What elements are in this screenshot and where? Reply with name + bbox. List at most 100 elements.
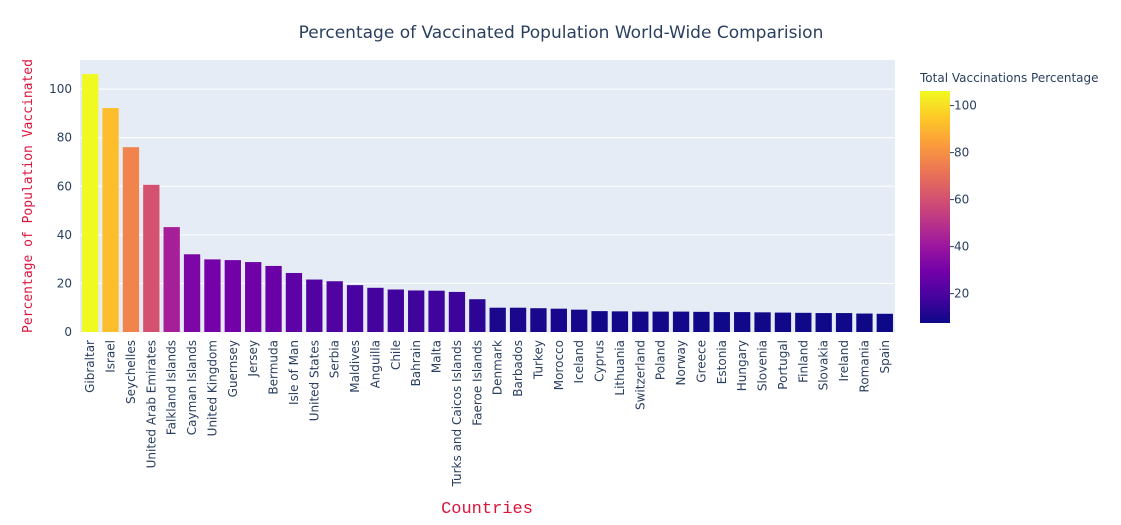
bar[interactable] [102, 108, 119, 332]
x-tick-label: Barbados [511, 340, 525, 397]
bar[interactable] [652, 311, 669, 332]
y-tick-label: 100 [49, 82, 72, 96]
x-tick-label: Slovenia [756, 340, 770, 391]
bar[interactable] [346, 285, 364, 332]
x-tick-label: Morocco [552, 340, 566, 390]
bar[interactable] [876, 313, 893, 332]
bar[interactable] [387, 289, 404, 333]
x-tick-label: Norway [674, 340, 688, 386]
bar[interactable] [285, 272, 303, 332]
bar[interactable] [815, 313, 832, 332]
bar[interactable] [143, 184, 160, 332]
x-tick-label: Lithuania [613, 340, 627, 396]
bar[interactable] [835, 313, 853, 332]
chart-title: Percentage of Vaccinated Population Worl… [299, 23, 824, 43]
bar[interactable] [306, 279, 323, 332]
x-tick-label: Maldives [348, 340, 362, 393]
bar[interactable] [428, 290, 445, 332]
x-tick-label: Romania [857, 340, 871, 392]
bar[interactable] [591, 311, 608, 332]
plot-background [80, 60, 895, 332]
x-tick-label: Bahrain [409, 340, 423, 386]
bar[interactable] [550, 308, 567, 332]
bar[interactable] [774, 312, 792, 332]
y-tick-label: 0 [64, 325, 72, 339]
bar[interactable] [632, 311, 649, 332]
x-tick-label: Poland [654, 340, 668, 380]
bar[interactable] [734, 312, 751, 332]
y-axis-ticks: 0 20 40 60 80 100 [49, 82, 72, 339]
colorbar-tick-label: 40 [954, 240, 969, 254]
bar[interactable] [183, 254, 201, 332]
x-tick-label: Guernsey [226, 340, 240, 397]
bar[interactable] [754, 312, 771, 332]
x-tick-label: Portugal [776, 340, 790, 390]
x-tick-label: Anguilla [368, 340, 382, 388]
bar[interactable] [571, 309, 588, 332]
x-tick-label: Iceland [572, 340, 586, 383]
bar[interactable] [122, 147, 140, 332]
x-tick-label: Faeroe Islands [470, 340, 484, 426]
x-axis-label: Countries [441, 500, 533, 519]
y-tick-label: 20 [57, 276, 72, 290]
colorbar-tick-label: 20 [954, 287, 969, 301]
x-axis-ticks: Gibraltar Israel Seychelles United Arab Emi… [83, 340, 892, 488]
colorbar-tick-label: 80 [954, 146, 969, 160]
x-tick-label: Chile [389, 340, 403, 370]
bar[interactable] [795, 312, 812, 332]
x-tick-label: Falkland Islands [165, 340, 179, 435]
x-tick-label: Denmark [491, 340, 505, 395]
x-tick-label: Gibraltar [83, 340, 97, 393]
bar[interactable] [408, 290, 425, 332]
x-tick-label: United States [307, 340, 321, 421]
x-tick-label: Ireland [837, 340, 851, 382]
x-tick-label: Turkey [531, 340, 545, 380]
bar[interactable] [693, 311, 710, 332]
x-tick-label: Seychelles [124, 340, 138, 404]
y-tick-label: 60 [57, 179, 72, 193]
colorbar-tick-label: 60 [954, 193, 969, 207]
bar[interactable] [245, 262, 262, 332]
y-tick-label: 40 [57, 228, 72, 242]
y-tick-label: 80 [57, 131, 72, 145]
bar[interactable] [672, 311, 690, 332]
bar[interactable] [204, 259, 221, 332]
x-tick-label: Hungary [735, 340, 749, 391]
bars [82, 74, 893, 332]
x-tick-label: Slovakia [817, 340, 831, 390]
bar[interactable] [509, 307, 527, 332]
x-tick-label: Bermuda [267, 340, 281, 395]
bar[interactable] [163, 227, 180, 332]
bar[interactable] [489, 307, 506, 332]
y-axis-label: Percentage of Population Vaccinated [21, 59, 36, 333]
bar[interactable] [224, 260, 241, 332]
bar[interactable] [611, 311, 629, 332]
x-tick-label: Cayman Islands [185, 340, 199, 435]
bar[interactable] [326, 281, 343, 332]
x-tick-label: Jersey [246, 340, 260, 378]
x-tick-label: Estonia [715, 340, 729, 384]
bar[interactable] [265, 265, 282, 332]
x-tick-label: Cyprus [593, 340, 607, 382]
colorbar-ticks: 20 40 60 80 100 [950, 99, 977, 301]
x-tick-label: Switzerland [633, 340, 647, 410]
x-tick-label: Israel [104, 340, 118, 373]
x-tick-label: Malta [430, 340, 444, 373]
x-tick-label: United Arab Emirates [144, 340, 158, 468]
x-tick-label: United Kingdom [205, 340, 219, 436]
bar[interactable] [82, 74, 99, 332]
x-tick-label: Isle of Man [287, 340, 301, 405]
bar[interactable] [469, 299, 486, 332]
colorbar [920, 91, 950, 323]
gridlines [80, 88, 895, 284]
x-tick-label: Spain [878, 340, 892, 374]
bar[interactable] [856, 313, 873, 332]
bar[interactable] [713, 312, 730, 332]
bar[interactable] [448, 291, 466, 332]
bar[interactable] [530, 308, 547, 332]
colorbar-title: Total Vaccinations Percentage [919, 71, 1099, 85]
x-tick-label: Turks and Caicos Islands [450, 340, 464, 487]
colorbar-tick-label: 100 [954, 99, 977, 113]
bar[interactable] [367, 287, 384, 332]
